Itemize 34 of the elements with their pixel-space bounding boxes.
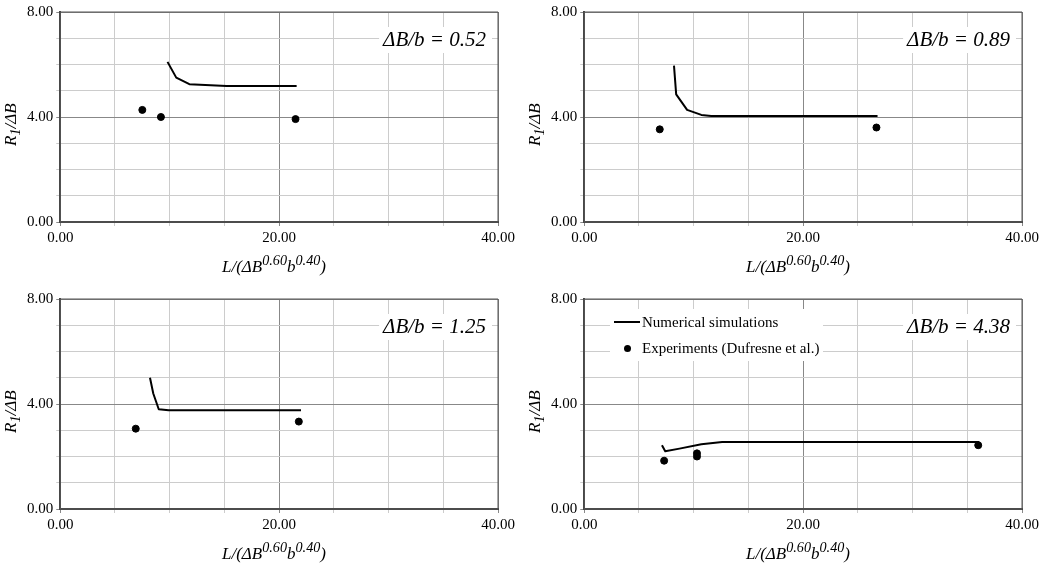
- x-axis-title: L/(ΔB$^{0.60}$b$^{0.40}$): [221, 252, 327, 277]
- x-tick-label: 20.00: [786, 515, 820, 532]
- annotation: ΔB/b = 4.38: [906, 313, 1011, 338]
- x-tick-label: 40.00: [481, 228, 515, 245]
- x-tick-label: 20.00: [262, 515, 296, 532]
- y-tick-label: 4.00: [551, 107, 578, 124]
- x-tick-label: 40.00: [481, 515, 515, 532]
- x-tick-label: 40.00: [1005, 228, 1039, 245]
- annotation: ΔB/b = 0.52: [382, 26, 487, 51]
- x-axis-title: L/(ΔB$^{0.60}$b$^{0.40}$): [745, 539, 851, 564]
- x-tick-label: 20.00: [262, 228, 296, 245]
- y-tick-label: 8.00: [551, 289, 578, 306]
- y-tick-label: 0.00: [551, 499, 578, 516]
- annotation: ΔB/b = 0.89: [906, 26, 1011, 51]
- y-tick-label: 8.00: [551, 2, 578, 19]
- y-tick-label: 8.00: [27, 289, 54, 306]
- legend-label: Experiments (Dufresne et al.): [642, 339, 820, 358]
- x-tick-label: 0.00: [571, 515, 598, 532]
- y-tick-label: 8.00: [27, 2, 54, 19]
- y-tick-label: 0.00: [551, 212, 578, 229]
- x-tick-label: 20.00: [786, 228, 820, 245]
- y-tick-label: 0.00: [27, 212, 54, 229]
- y-tick-label: 4.00: [551, 394, 578, 411]
- annotation: ΔB/b = 1.25: [382, 313, 486, 338]
- legend-label: Numerical simulations: [642, 313, 779, 332]
- x-tick-label: 0.00: [47, 515, 74, 532]
- x-axis-title: L/(ΔB$^{0.60}$b$^{0.40}$): [745, 252, 851, 277]
- x-tick-label: 40.00: [1005, 515, 1039, 532]
- x-tick-label: 0.00: [571, 228, 598, 245]
- y-tick-label: 4.00: [27, 394, 54, 411]
- y-tick-label: 0.00: [27, 499, 54, 516]
- x-axis-title: L/(ΔB$^{0.60}$b$^{0.40}$): [221, 539, 327, 564]
- y-tick-label: 4.00: [27, 107, 54, 124]
- x-tick-label: 0.00: [47, 228, 74, 245]
